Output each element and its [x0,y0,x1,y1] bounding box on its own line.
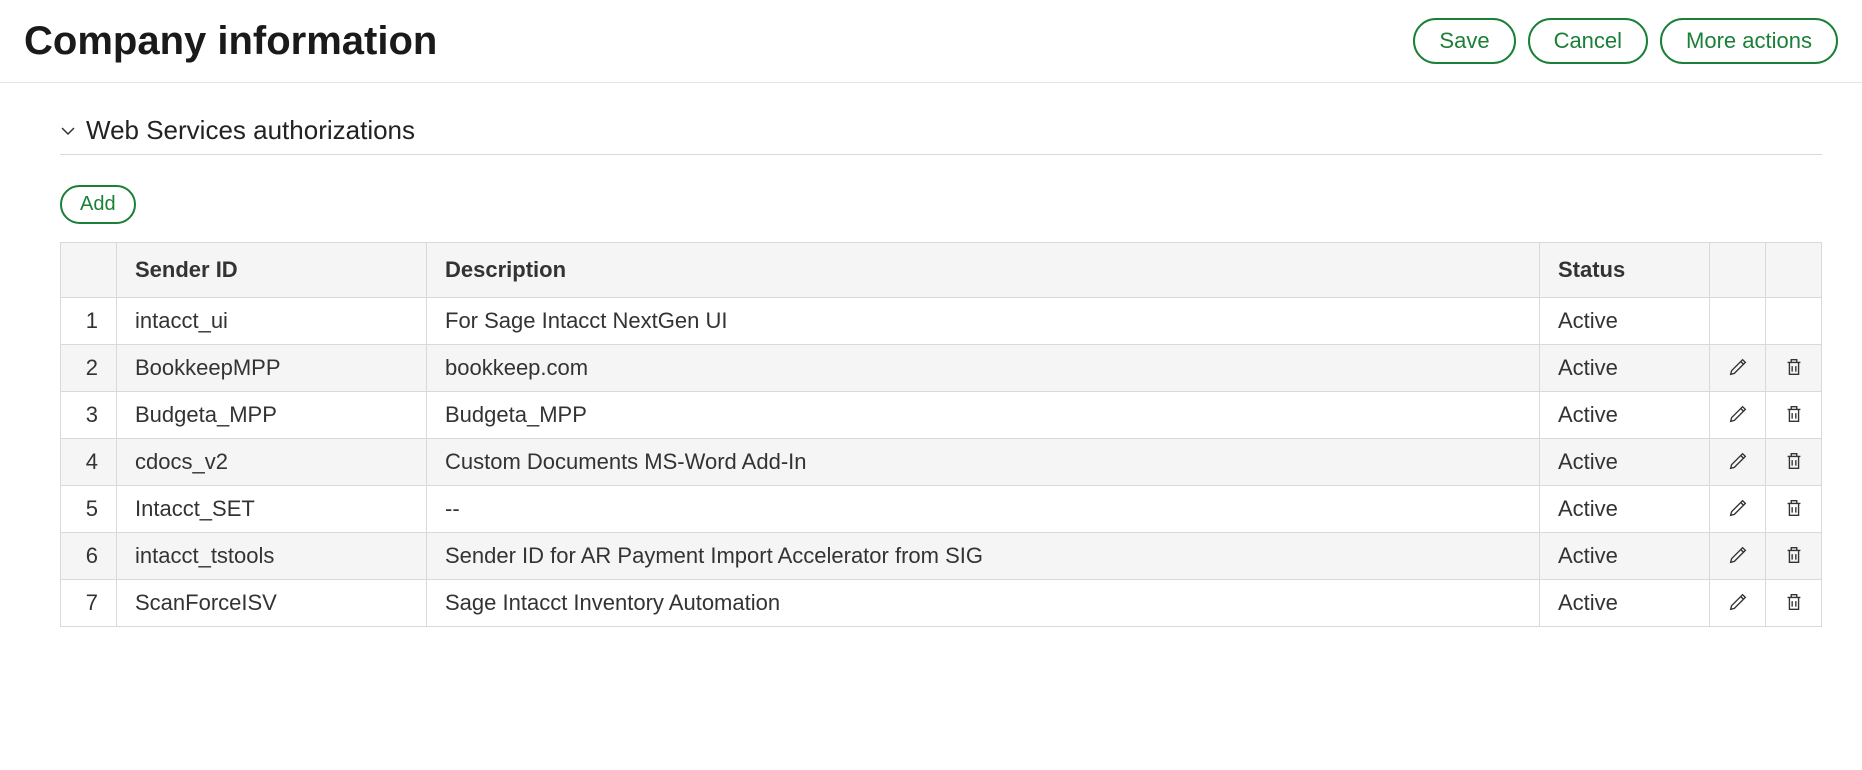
cell-delete [1766,392,1822,439]
table-row[interactable]: 7ScanForceISVSage Intacct Inventory Auto… [61,580,1822,627]
cell-sender-id: ScanForceISV [117,580,427,627]
pencil-icon [1727,356,1749,381]
cell-delete [1766,298,1822,345]
trash-icon [1783,497,1805,522]
cell-status: Active [1540,298,1710,345]
cell-sender-id: Intacct_SET [117,486,427,533]
pencil-icon [1727,544,1749,569]
cell-status: Active [1540,345,1710,392]
delete-button[interactable] [1779,446,1809,479]
col-header-description[interactable]: Description [427,243,1540,298]
row-number: 4 [61,439,117,486]
cell-edit [1710,580,1766,627]
cell-edit [1710,392,1766,439]
row-number: 5 [61,486,117,533]
trash-icon [1783,591,1805,616]
cell-edit [1710,439,1766,486]
trash-icon [1783,544,1805,569]
cell-edit [1710,486,1766,533]
cell-description: Sender ID for AR Payment Import Accelera… [427,533,1540,580]
delete-button[interactable] [1779,540,1809,573]
pencil-icon [1727,497,1749,522]
cell-delete [1766,486,1822,533]
trash-icon [1783,403,1805,428]
content-area: Web Services authorizations Add Sender I… [0,83,1862,657]
page-title: Company information [24,19,437,64]
col-header-sender-id[interactable]: Sender ID [117,243,427,298]
col-header-num [61,243,117,298]
row-number: 6 [61,533,117,580]
cell-status: Active [1540,392,1710,439]
cell-edit [1710,345,1766,392]
row-number: 3 [61,392,117,439]
cell-description: For Sage Intacct NextGen UI [427,298,1540,345]
cell-description: Budgeta_MPP [427,392,1540,439]
cell-delete [1766,345,1822,392]
cell-sender-id: Budgeta_MPP [117,392,427,439]
table-header-row: Sender ID Description Status [61,243,1822,298]
chevron-down-icon [60,123,76,139]
delete-button[interactable] [1779,493,1809,526]
cell-description: Custom Documents MS-Word Add-In [427,439,1540,486]
cell-sender-id: cdocs_v2 [117,439,427,486]
delete-button[interactable] [1779,587,1809,620]
cell-delete [1766,533,1822,580]
col-header-edit [1710,243,1766,298]
section-header[interactable]: Web Services authorizations [60,103,1822,155]
edit-button[interactable] [1723,587,1753,620]
more-actions-button[interactable]: More actions [1660,18,1838,64]
table-row[interactable]: 5Intacct_SET--Active [61,486,1822,533]
trash-icon [1783,356,1805,381]
col-header-delete [1766,243,1822,298]
pencil-icon [1727,450,1749,475]
save-button[interactable]: Save [1413,18,1515,64]
authorizations-table: Sender ID Description Status 1intacct_ui… [60,242,1822,627]
cell-sender-id: intacct_ui [117,298,427,345]
cell-description: bookkeep.com [427,345,1540,392]
edit-button[interactable] [1723,352,1753,385]
header-actions: Save Cancel More actions [1413,18,1838,64]
table-toolbar: Add [60,185,1822,224]
edit-button[interactable] [1723,493,1753,526]
edit-button[interactable] [1723,540,1753,573]
cell-delete [1766,439,1822,486]
cell-description: Sage Intacct Inventory Automation [427,580,1540,627]
table-row[interactable]: 4cdocs_v2Custom Documents MS-Word Add-In… [61,439,1822,486]
table-row[interactable]: 2BookkeepMPPbookkeep.comActive [61,345,1822,392]
cell-delete [1766,580,1822,627]
edit-button[interactable] [1723,446,1753,479]
cell-status: Active [1540,486,1710,533]
cell-status: Active [1540,533,1710,580]
pencil-icon [1727,591,1749,616]
table-row[interactable]: 1intacct_uiFor Sage Intacct NextGen UIAc… [61,298,1822,345]
col-header-status[interactable]: Status [1540,243,1710,298]
cell-sender-id: intacct_tstools [117,533,427,580]
cancel-button[interactable]: Cancel [1528,18,1648,64]
trash-icon [1783,450,1805,475]
table-row[interactable]: 3Budgeta_MPPBudgeta_MPPActive [61,392,1822,439]
cell-description: -- [427,486,1540,533]
cell-sender-id: BookkeepMPP [117,345,427,392]
pencil-icon [1727,403,1749,428]
table-row[interactable]: 6intacct_tstoolsSender ID for AR Payment… [61,533,1822,580]
cell-status: Active [1540,439,1710,486]
row-number: 7 [61,580,117,627]
row-number: 1 [61,298,117,345]
delete-button[interactable] [1779,352,1809,385]
edit-button[interactable] [1723,399,1753,432]
cell-edit [1710,533,1766,580]
page-header: Company information Save Cancel More act… [0,0,1862,83]
delete-button[interactable] [1779,399,1809,432]
table-body: 1intacct_uiFor Sage Intacct NextGen UIAc… [61,298,1822,627]
cell-edit [1710,298,1766,345]
cell-status: Active [1540,580,1710,627]
row-number: 2 [61,345,117,392]
section-title: Web Services authorizations [86,115,415,146]
add-button[interactable]: Add [60,185,136,224]
